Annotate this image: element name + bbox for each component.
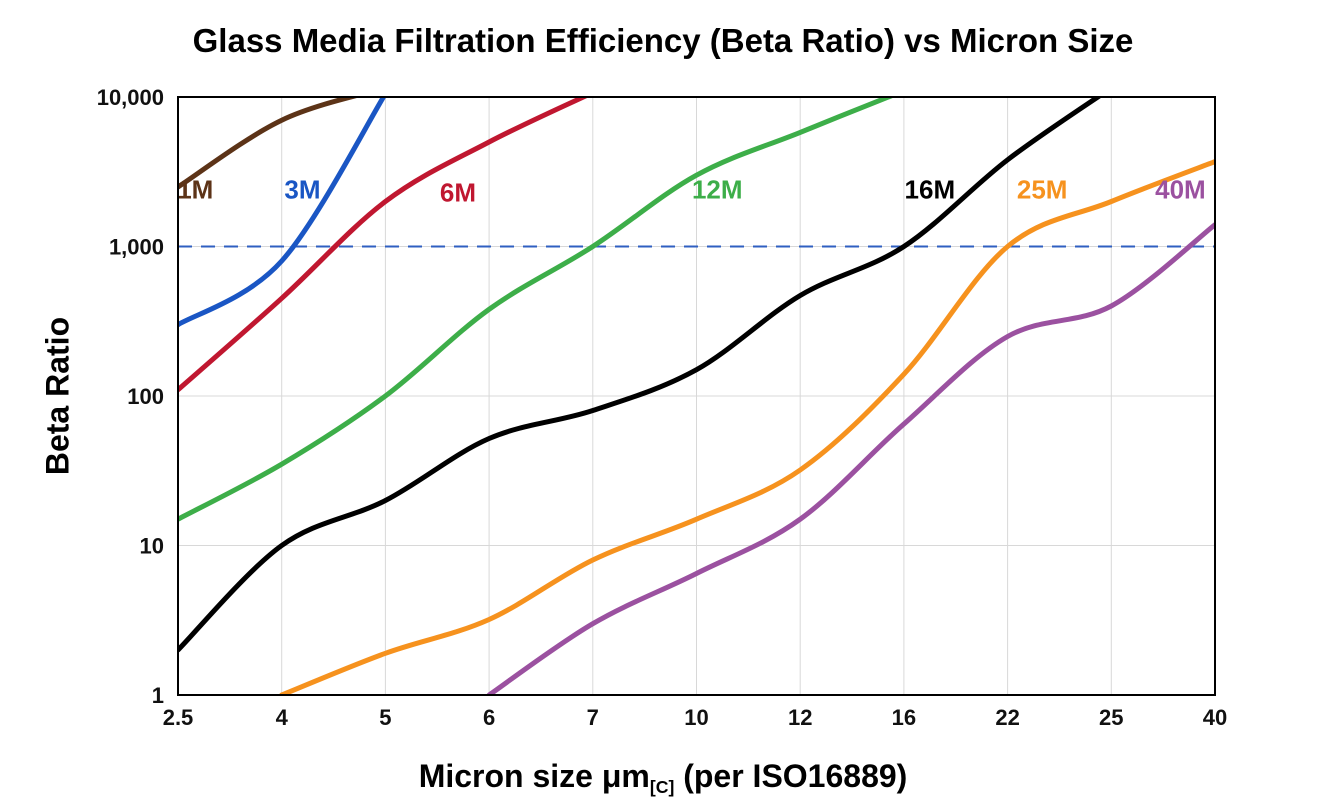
y-tick-label: 10 — [140, 534, 164, 559]
series-curve-16M — [178, 97, 1103, 653]
series-label-12M: 12M — [692, 174, 743, 204]
series-label-16M: 16M — [905, 174, 956, 204]
series-curve-3M — [178, 97, 387, 328]
series-curve-25M — [279, 159, 1215, 695]
series-curve-6M — [178, 97, 590, 393]
series-label-1M: 1M — [177, 174, 213, 204]
x-axis-label-main: Micron size μm — [418, 758, 650, 794]
x-tick-label: 12 — [788, 705, 812, 730]
y-tick-label: 100 — [127, 384, 164, 409]
series-label-3M: 3M — [284, 174, 320, 204]
y-tick-label: 10,000 — [97, 85, 164, 110]
x-tick-label: 6 — [483, 705, 495, 730]
series-label-25M: 25M — [1017, 174, 1068, 204]
x-tick-label: 25 — [1099, 705, 1123, 730]
x-axis-label: Micron size μm[C] (per ISO16889) — [0, 758, 1326, 798]
y-tick-label: 1,000 — [109, 235, 164, 260]
series-curve-40M — [486, 222, 1215, 695]
series-curve-1M — [178, 97, 361, 190]
x-tick-label: 7 — [587, 705, 599, 730]
y-tick-label: 1 — [152, 683, 164, 708]
x-tick-label: 40 — [1203, 705, 1227, 730]
x-axis-label-rest: (per ISO16889) — [674, 758, 908, 794]
series-curve-12M — [178, 97, 896, 522]
series-label-40M: 40M — [1155, 174, 1206, 204]
x-tick-label: 22 — [995, 705, 1019, 730]
x-tick-label: 5 — [379, 705, 391, 730]
plot-border — [177, 96, 1216, 696]
x-tick-label: 4 — [276, 705, 289, 730]
x-tick-label: 2.5 — [163, 705, 194, 730]
x-axis-label-subscript: [C] — [649, 777, 675, 797]
chart-title: Glass Media Filtration Efficiency (Beta … — [192, 22, 1134, 59]
x-tick-label: 10 — [684, 705, 708, 730]
x-tick-label: 16 — [892, 705, 916, 730]
series-label-6M: 6M — [440, 177, 476, 207]
